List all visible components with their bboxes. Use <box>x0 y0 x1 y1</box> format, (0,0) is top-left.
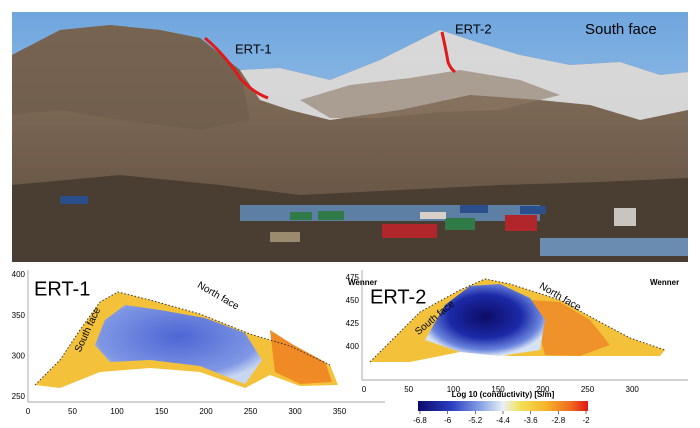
x-tick-label: 150 <box>155 407 169 416</box>
y-tick-label: 425 <box>346 319 360 328</box>
x-tick-label: 150 <box>491 385 505 394</box>
panel: ERT-2 Wenner South face North face <box>361 270 688 381</box>
photo-caption: South face <box>585 21 657 38</box>
colorbar-tick-label: -4.4 <box>496 416 510 425</box>
y-tick-label: 300 <box>12 352 26 361</box>
x-tick-label: 200 <box>199 407 213 416</box>
houses <box>60 196 636 242</box>
y-tick-label: 250 <box>12 392 26 401</box>
colorbar: Log 10 (conductivity) [S/m] <box>418 390 588 411</box>
photo-label: ERT-2 <box>455 21 492 36</box>
annotation: North face <box>195 280 241 313</box>
x-tick-label: 50 <box>68 407 77 416</box>
colorbar-tick-label: -2 <box>582 416 590 425</box>
y-tick-label: 400 <box>346 342 360 351</box>
y-tick-label: 350 <box>12 311 26 320</box>
method-label: Wenner <box>650 278 679 287</box>
panel-title: ERT-1 <box>34 278 90 300</box>
panel: ERT-1 Wenner South face North face <box>27 270 385 403</box>
colorbar-tick-label: -3.6 <box>524 416 538 425</box>
y-tick-label: 450 <box>346 296 360 305</box>
colorbar-label: Log 10 (conductivity) [S/m] <box>452 390 555 399</box>
colorbar-tick-label: -2.8 <box>551 416 565 425</box>
x-tick-label: 300 <box>288 407 302 416</box>
x-tick-label: 250 <box>244 407 258 416</box>
colorbar-tick-label: -6 <box>444 416 452 425</box>
method-label: Wenner <box>348 278 377 287</box>
x-tick-label: 0 <box>362 385 367 394</box>
x-tick-label: 300 <box>626 385 640 394</box>
x-tick-label: 250 <box>581 385 595 394</box>
x-tick-label: 200 <box>536 385 550 394</box>
colorbar-tick-label: -6.8 <box>413 416 427 425</box>
x-tick-label: 100 <box>447 385 461 394</box>
x-tick-label: 350 <box>333 407 347 416</box>
x-tick-label: 100 <box>110 407 124 416</box>
x-tick-label: 0 <box>26 407 31 416</box>
panel-title: ERT-2 <box>370 286 426 308</box>
photo: ERT-1 ERT-2 South face <box>12 12 688 262</box>
photo-label: ERT-1 <box>235 41 272 56</box>
x-tick-label: 50 <box>404 385 413 394</box>
y-tick-label: 475 <box>346 273 360 282</box>
colorbar-tick-label: -5.2 <box>468 416 482 425</box>
y-tick-label: 400 <box>12 270 26 279</box>
